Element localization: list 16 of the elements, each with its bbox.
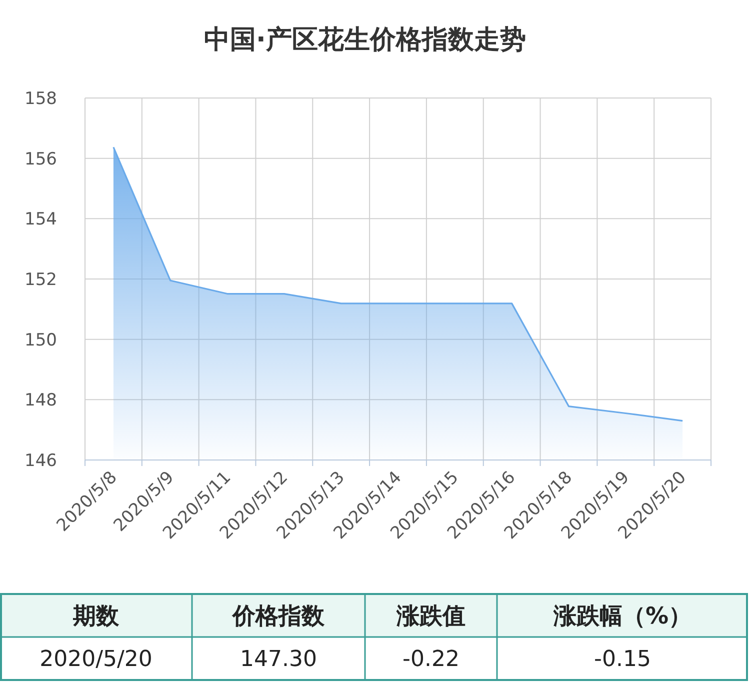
y-tick-label: 156 (24, 149, 57, 170)
y-tick-label: 146 (24, 450, 57, 471)
y-tick-label: 148 (24, 390, 57, 411)
chart-title: 中国·产区花生价格指数走势 (204, 25, 526, 55)
text: -0.22 (402, 647, 460, 672)
y-tick-label: 152 (24, 270, 57, 290)
y-tick-label: 150 (24, 330, 57, 350)
text: 期数 (72, 604, 120, 630)
text: 2020/5/20 (40, 647, 152, 672)
text: 涨跌幅（%） (552, 604, 692, 630)
y-tick-label: 158 (24, 88, 57, 109)
text: 价格指数 (232, 604, 326, 630)
text: -0.15 (594, 647, 651, 672)
text: 涨跌值 (396, 604, 466, 630)
text: 147.30 (240, 647, 317, 672)
y-tick-label: 154 (24, 210, 57, 230)
